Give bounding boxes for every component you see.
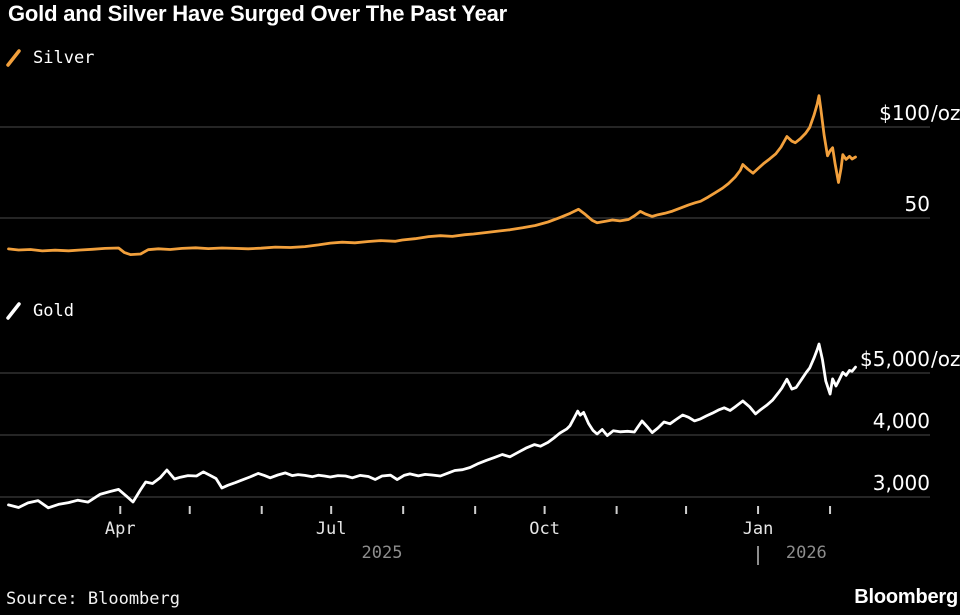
silver-slash-icon bbox=[6, 49, 21, 67]
source-text: Source: Bloomberg bbox=[6, 589, 180, 609]
month-label: Jul bbox=[315, 519, 347, 539]
legend-silver: Silver bbox=[5, 48, 94, 68]
chart-title: Gold and Silver Have Surged Over The Pas… bbox=[8, 1, 508, 26]
legend-gold-label: Gold bbox=[33, 301, 74, 321]
silver-chart-svg: $100/oz 50 bbox=[0, 94, 960, 257]
y-axis-label: $100 bbox=[879, 101, 930, 125]
y-axis-label: 3,000 bbox=[873, 471, 930, 495]
gold-slash-icon bbox=[6, 302, 21, 320]
legend-gold: Gold bbox=[5, 301, 74, 321]
y-axis-label: 4,000 bbox=[873, 409, 930, 433]
bloomberg-logo: Bloomberg bbox=[854, 586, 958, 608]
gold-line bbox=[7, 342, 857, 510]
legend-silver-label: Silver bbox=[33, 48, 95, 68]
month-label: Oct bbox=[529, 519, 560, 539]
silver-line bbox=[7, 94, 857, 257]
y-axis-unit: /oz bbox=[931, 101, 960, 125]
y-axis-label: 50 bbox=[905, 192, 930, 216]
year-divider bbox=[757, 546, 760, 565]
month-label: Jan bbox=[742, 519, 774, 539]
year-label: 2025 bbox=[361, 543, 403, 563]
gold-chart-svg: $5,000/oz 4,000 3,000 bbox=[0, 342, 960, 514]
month-label: Apr bbox=[104, 519, 136, 539]
y-axis-label: $5,000 bbox=[860, 347, 930, 371]
year-label: 2026 bbox=[785, 543, 827, 563]
y-axis-unit: /oz bbox=[931, 347, 960, 371]
